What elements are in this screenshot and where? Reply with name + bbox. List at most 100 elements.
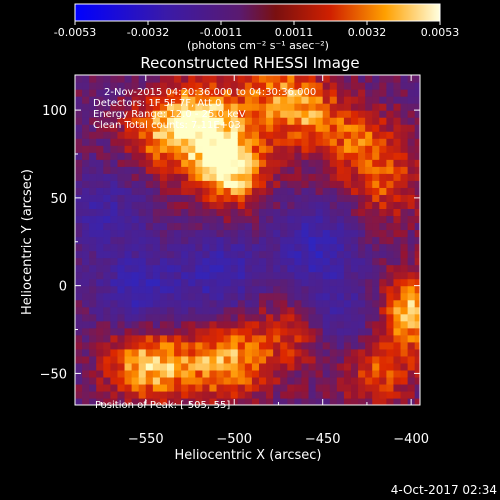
heatmap-cell (209, 103, 218, 111)
heatmap-cell (280, 355, 288, 364)
heatmap-cell (393, 369, 402, 378)
heatmap-cell (159, 292, 168, 301)
heatmap-cell (145, 243, 154, 252)
heatmap-cell (117, 257, 126, 266)
heatmap-cell (230, 89, 239, 97)
heatmap-cell (188, 348, 196, 357)
heatmap-cell (301, 334, 310, 343)
heatmap-cell (407, 194, 416, 202)
heatmap-cell (117, 131, 126, 139)
heatmap-cell (259, 75, 267, 83)
heatmap-cell (308, 264, 317, 273)
heatmap-cell (131, 334, 140, 343)
heatmap-cell (280, 82, 288, 90)
heatmap-cell (103, 306, 111, 315)
heatmap-cell (259, 397, 267, 405)
heatmap-cell (223, 208, 232, 217)
heatmap-cell (386, 306, 395, 315)
heatmap-cell (124, 75, 133, 83)
heatmap-cell (131, 187, 140, 195)
heatmap-cell (75, 124, 83, 132)
heatmap-cell (322, 110, 331, 118)
heatmap-cell (209, 96, 218, 104)
heatmap-cell (124, 145, 133, 153)
heatmap-cell (159, 348, 168, 357)
heatmap-cell (167, 236, 175, 245)
heatmap-cell (145, 271, 154, 280)
heatmap-cell (273, 341, 281, 350)
heatmap-cell (365, 75, 373, 83)
heatmap-cell (131, 306, 140, 315)
heatmap-cell (358, 243, 366, 252)
heatmap-cell (266, 75, 274, 83)
heatmap-cell (89, 306, 97, 315)
heatmap-cell (202, 299, 211, 308)
heatmap-cell (280, 243, 288, 252)
heatmap-cell (103, 138, 111, 146)
heatmap-cell (75, 159, 83, 167)
heatmap-cell (400, 299, 409, 308)
heatmap-cell (138, 271, 147, 280)
heatmap-cell (379, 327, 387, 336)
heatmap-cell (96, 320, 104, 329)
heatmap-cell (259, 243, 267, 252)
y-tick-label: 100 (42, 104, 67, 119)
heatmap-cell (308, 187, 317, 195)
heatmap-cell (287, 250, 295, 259)
heatmap-cell (315, 369, 324, 378)
heatmap-cell (96, 75, 104, 83)
heatmap-cell (138, 320, 147, 329)
heatmap-cell (89, 341, 97, 350)
heatmap-cell (343, 173, 352, 181)
heatmap-cell (266, 82, 274, 90)
heatmap-cell (379, 313, 387, 322)
heatmap-cell (188, 306, 196, 315)
heatmap-cell (414, 348, 420, 357)
heatmap-cell (414, 201, 420, 210)
heatmap-cell (216, 201, 225, 210)
heatmap-cell (407, 152, 416, 160)
heatmap-cell (287, 215, 295, 224)
heatmap-cell (82, 117, 90, 125)
heatmap-cell (117, 320, 126, 329)
heatmap-cell (400, 243, 409, 252)
heatmap-cell (322, 215, 331, 224)
heatmap-cell (336, 159, 345, 167)
heatmap-cell (195, 383, 203, 392)
heatmap-cell (336, 187, 345, 195)
heatmap-cell (322, 292, 331, 301)
heatmap-cell (308, 341, 317, 350)
heatmap-cell (280, 180, 288, 188)
heatmap-cell (393, 89, 402, 97)
heatmap-cell (174, 313, 182, 322)
heatmap-cell (237, 341, 246, 350)
heatmap-cell (379, 390, 387, 399)
heatmap-cell (336, 208, 345, 217)
heatmap-cell (103, 243, 111, 252)
heatmap-cell (110, 222, 119, 231)
heatmap-cell (96, 285, 104, 294)
heatmap-cell (181, 131, 189, 139)
heatmap-cell (351, 383, 359, 392)
heatmap-cell (358, 313, 366, 322)
heatmap-cell (82, 194, 90, 202)
heatmap-cell (138, 376, 147, 385)
heatmap-cell (195, 131, 203, 139)
heatmap-cell (379, 292, 387, 301)
heatmap-cell (159, 362, 168, 371)
heatmap-cell (259, 229, 267, 238)
heatmap-cell (294, 103, 303, 111)
heatmap-cell (365, 257, 373, 266)
heatmap-cell (131, 257, 140, 266)
heatmap-cell (386, 201, 395, 210)
heatmap-cell (266, 313, 274, 322)
heatmap-cell (358, 173, 366, 181)
heatmap-cell (301, 264, 310, 273)
heatmap-cell (209, 271, 218, 280)
heatmap-cell (124, 201, 133, 210)
heatmap-cell (188, 257, 196, 266)
heatmap-cell (167, 229, 175, 238)
heatmap-cell (251, 313, 260, 322)
heatmap-cell (259, 166, 267, 174)
heatmap-cell (372, 376, 380, 385)
